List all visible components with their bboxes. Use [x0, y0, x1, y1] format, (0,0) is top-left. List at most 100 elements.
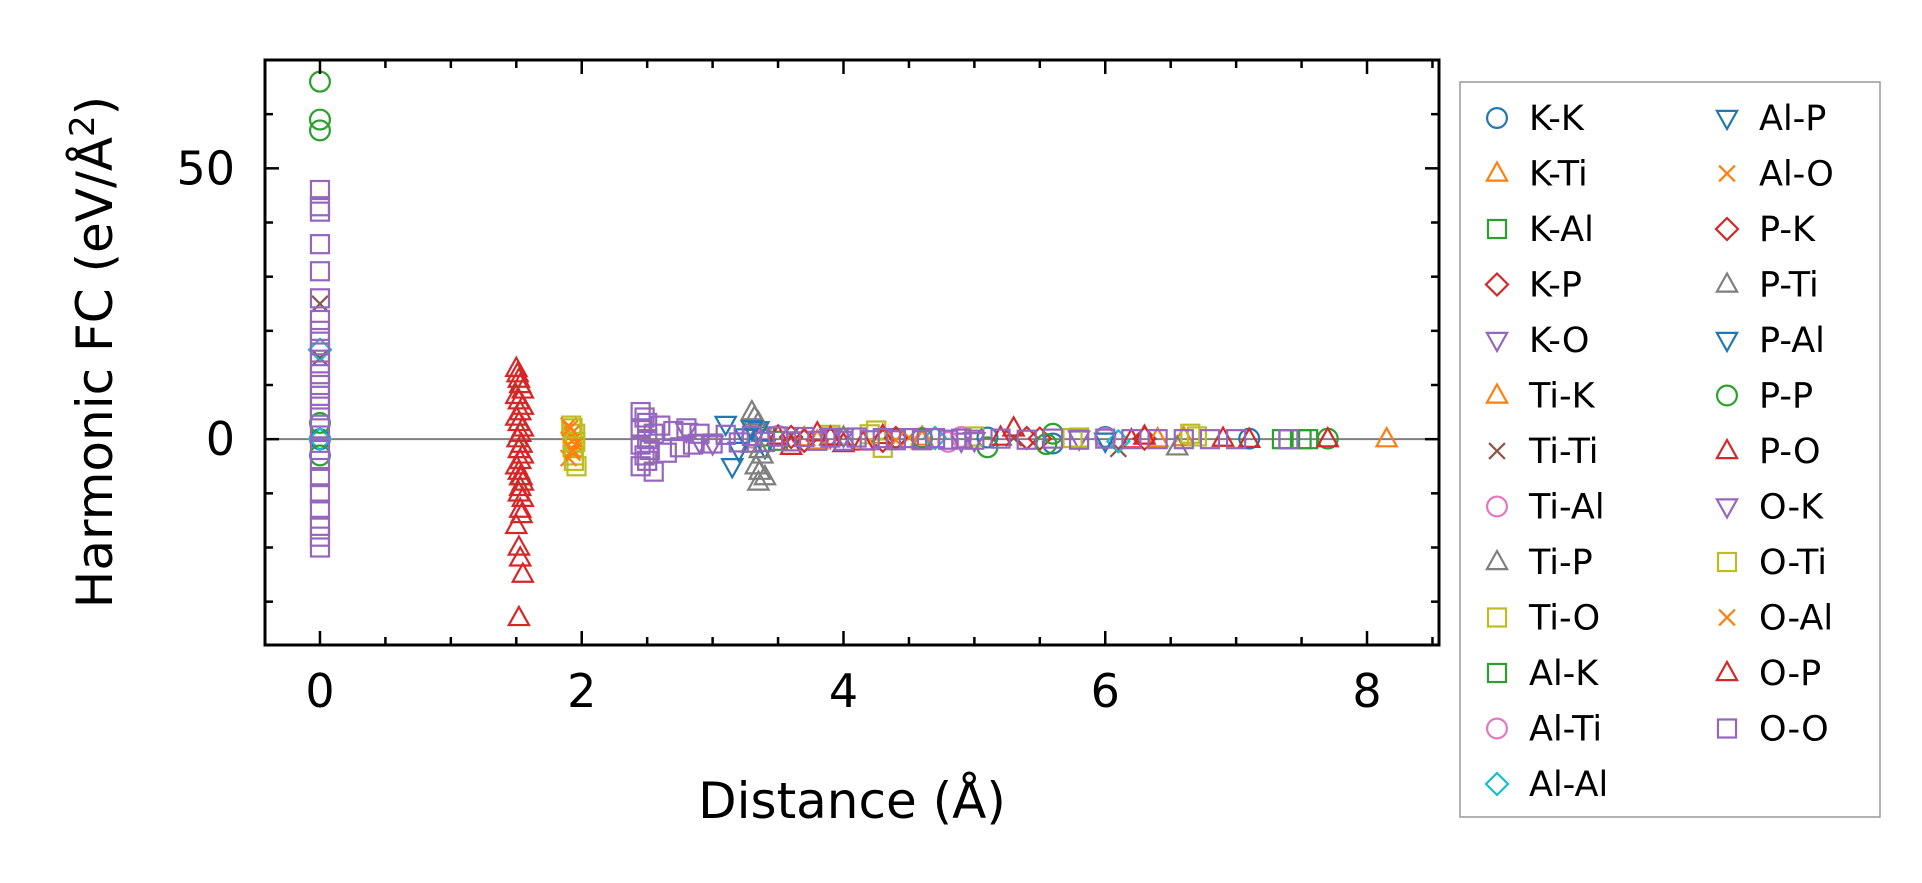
legend-entry-Al-Al: Al-Al [1484, 765, 1608, 805]
legend-entry-P-P: P-P [1715, 377, 1813, 417]
series-O-P [505, 360, 1236, 524]
data-point [508, 545, 533, 567]
legend-entry-Al-Ti: Al-Ti [1485, 710, 1602, 750]
data-point [1199, 429, 1221, 450]
data-point [976, 426, 999, 449]
data-point [643, 461, 664, 482]
data-point [1291, 429, 1312, 450]
data-point [562, 418, 583, 439]
legend-entry-P-O: P-O [1715, 432, 1821, 472]
data-point [508, 474, 533, 497]
data-point [309, 439, 331, 461]
legend-marker [1715, 331, 1739, 354]
data-point [1042, 428, 1064, 449]
data-point [650, 415, 671, 436]
data-point [309, 234, 331, 255]
x-tick-label: 2 [567, 664, 596, 718]
legend-marker [1485, 548, 1509, 571]
data-point [309, 320, 331, 341]
data-point [988, 424, 1013, 446]
series-O-Al [561, 419, 905, 459]
data-point [637, 450, 658, 471]
data-points-layer [307, 70, 1399, 627]
data-point [630, 418, 651, 439]
data-point [1001, 415, 1026, 437]
data-point [767, 426, 789, 447]
legend-entry-Ti-Ti: Ti-Ti [1488, 432, 1598, 472]
legend-label: Al-P [1759, 99, 1826, 139]
data-point [885, 430, 906, 451]
data-point [752, 439, 777, 461]
data-point [656, 442, 677, 463]
data-point [1062, 427, 1083, 449]
data-point [938, 429, 959, 450]
data-point [308, 119, 331, 142]
data-point [872, 427, 893, 449]
data-point [911, 430, 933, 451]
data-point [833, 430, 854, 451]
legend-marker [1715, 498, 1739, 520]
legend-entry-Al-O: Al-O [1718, 155, 1834, 195]
legend-marker [1715, 271, 1739, 293]
legend-label: O-K [1759, 488, 1824, 528]
data-point [508, 463, 533, 486]
data-point [309, 261, 331, 282]
data-point [846, 427, 867, 448]
legend-label: K-Ti [1529, 155, 1588, 195]
data-point [630, 456, 651, 477]
series-P-O [504, 355, 1340, 627]
data-point [308, 70, 331, 93]
data-point [990, 428, 1011, 449]
legend-label: Ti-P [1528, 543, 1593, 583]
legend-marker [1484, 271, 1510, 298]
legend-entry-K-O: K-O [1485, 321, 1589, 361]
data-point [309, 385, 331, 406]
data-point [728, 432, 749, 453]
legend-label: Ti-O [1528, 599, 1600, 639]
legend-label: K-P [1529, 266, 1582, 306]
data-point [820, 427, 841, 448]
data-point [781, 431, 802, 452]
legend-label: Ti-K [1528, 377, 1596, 417]
legend-entry-Ti-O: Ti-O [1486, 599, 1600, 639]
data-point [309, 483, 331, 504]
data-point [746, 469, 771, 491]
legend-marker [1486, 607, 1508, 628]
data-point [1374, 425, 1399, 448]
legend-entry-P-K: P-K [1714, 210, 1816, 250]
data-point [563, 441, 582, 459]
data-point [859, 430, 880, 451]
legend-entry-K-Ti: K-Ti [1485, 155, 1588, 195]
data-point [682, 434, 704, 455]
data-point [510, 561, 535, 583]
data-point [309, 374, 331, 396]
data-point [309, 288, 331, 309]
series-O-O [309, 179, 1299, 558]
legend-marker [1485, 106, 1508, 129]
data-point [1095, 428, 1116, 449]
x-tick-label: 8 [1352, 664, 1381, 718]
legend-entry-Ti-Al: Ti-Al [1485, 488, 1605, 528]
legend-label: O-Al [1759, 599, 1833, 639]
data-point [1278, 429, 1299, 450]
data-point [741, 425, 762, 447]
legend-marker [1488, 442, 1506, 460]
data-point [1147, 429, 1168, 450]
data-point [1186, 426, 1207, 447]
data-point [1145, 425, 1170, 448]
data-point [791, 428, 817, 454]
legend-label: K-K [1529, 99, 1585, 139]
legend-entry-O-Ti: O-Ti [1716, 543, 1827, 583]
data-point [1165, 434, 1190, 456]
data-point [309, 309, 331, 331]
data-point [1180, 423, 1201, 444]
y-axis-title: Harmonic FC (eV/Å2) [63, 96, 124, 608]
legend-marker [1485, 160, 1509, 182]
data-point [739, 420, 764, 442]
data-point [506, 604, 531, 627]
legend-marker [1485, 495, 1508, 518]
x-tick-label: 0 [305, 664, 334, 718]
data-point [505, 360, 530, 383]
x-tick-label: 4 [829, 664, 858, 718]
data-point [504, 512, 529, 535]
